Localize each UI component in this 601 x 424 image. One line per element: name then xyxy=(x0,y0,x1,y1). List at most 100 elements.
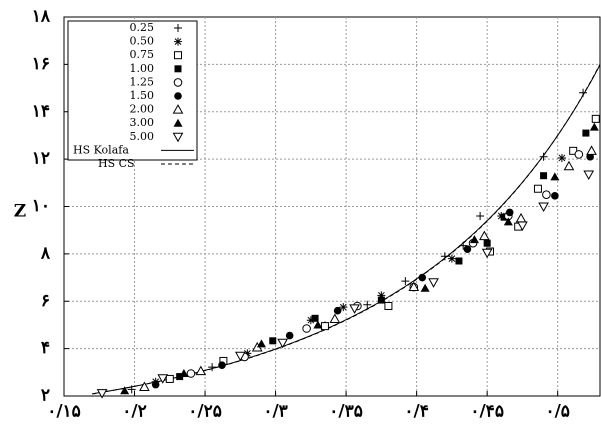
data-point xyxy=(139,381,150,391)
y-tick-label: ۱۴ xyxy=(32,101,50,121)
legend-marker xyxy=(173,78,183,87)
y-tick-label: ۱۲ xyxy=(32,149,50,169)
data-point xyxy=(208,363,217,372)
x-tick-label: ۰/۱۵ xyxy=(47,402,81,422)
data-point xyxy=(579,88,588,97)
legend-label: 0.50 xyxy=(130,35,155,48)
data-point xyxy=(583,170,595,181)
data-point xyxy=(586,152,594,161)
data-point xyxy=(127,385,136,394)
data-point xyxy=(428,278,439,288)
data-point xyxy=(550,172,560,181)
y-tick-label: ۱۸ xyxy=(32,7,51,27)
data-point xyxy=(469,235,479,244)
data-point xyxy=(455,257,463,265)
data-point xyxy=(418,273,427,282)
y-tick-label: ۶ xyxy=(41,291,50,311)
legend-label: 0.25 xyxy=(130,21,155,34)
legend-label: 0.75 xyxy=(130,48,155,61)
legend-label: 2.00 xyxy=(130,103,155,116)
data-point xyxy=(384,301,393,310)
data-point xyxy=(320,322,329,331)
y-tick-label: ۲ xyxy=(41,386,50,406)
x-tick-label: ۰/۳ xyxy=(263,402,287,422)
data-point xyxy=(256,339,266,348)
data-point xyxy=(447,254,456,263)
data-point xyxy=(591,114,600,123)
legend-label: HS CS xyxy=(98,157,135,170)
data-point xyxy=(151,380,160,389)
legend-label: 3.00 xyxy=(130,116,155,129)
data-point xyxy=(311,314,319,322)
data-point xyxy=(478,230,490,241)
data-point xyxy=(586,145,597,155)
x-tick-label: ۰/۲۵ xyxy=(188,402,222,422)
data-point xyxy=(533,184,542,193)
legend-marker xyxy=(174,51,182,60)
data-point xyxy=(269,337,277,345)
legend-marker xyxy=(173,118,183,127)
axes: ۰/۱۵ ۰/۲ ۰/۲۵ ۰/۳ ۰/۳۵ ۰/۴ ۰/۴۵ ۰/۵ ۲ ۴ ۶ ۸ ۱۰ ۱۲ ۱۴ ۱۶… xyxy=(32,7,570,422)
data-point xyxy=(563,160,575,171)
data-point xyxy=(551,192,559,200)
legend-marker xyxy=(172,132,184,143)
data-point xyxy=(542,190,551,199)
data-point xyxy=(463,245,472,253)
data-point xyxy=(157,374,169,384)
data-point xyxy=(120,386,130,395)
data-point xyxy=(377,291,386,300)
x-tick-label: ۰/۵ xyxy=(545,402,569,422)
data-point xyxy=(515,212,527,223)
data-point xyxy=(302,324,311,333)
data-point xyxy=(582,129,590,137)
x-tick-label: ۰/۴۵ xyxy=(470,402,504,422)
y-tick-label: ۸ xyxy=(40,243,51,263)
legend-label: 1.50 xyxy=(130,89,155,102)
data-point xyxy=(440,252,449,261)
legend-label: HS Kolafa xyxy=(73,143,129,156)
data-point xyxy=(557,153,566,162)
data-point xyxy=(517,221,528,231)
data-point xyxy=(401,277,410,286)
data-point xyxy=(459,241,468,250)
data-point xyxy=(234,351,246,362)
data-point xyxy=(333,306,342,315)
legend-marker xyxy=(174,92,182,100)
data-point xyxy=(540,172,548,180)
legend-label: 1.25 xyxy=(130,75,155,88)
data-point xyxy=(339,303,348,312)
y-axis-label: Z xyxy=(14,202,26,222)
data-point xyxy=(539,152,548,161)
y-tick-label: ۱۰ xyxy=(32,196,50,216)
data-point xyxy=(505,208,514,217)
data-point xyxy=(408,281,420,292)
data-point xyxy=(483,239,491,247)
legend-label: 5.00 xyxy=(130,130,155,143)
legend-marker xyxy=(172,104,184,114)
data-point xyxy=(306,316,315,325)
data-point xyxy=(179,368,189,377)
y-tick-label: ۴ xyxy=(41,338,50,358)
data-point xyxy=(589,122,599,131)
data-point xyxy=(349,304,360,314)
data-point xyxy=(218,361,226,370)
data-point xyxy=(476,211,485,220)
x-tick-label: ۰/۴ xyxy=(404,402,428,422)
data-point xyxy=(377,296,385,304)
data-point xyxy=(503,217,513,226)
data-point xyxy=(285,331,294,340)
x-tick-label: ۰/۳۵ xyxy=(329,402,363,422)
data-point xyxy=(420,283,430,292)
legend-label: 1.00 xyxy=(130,62,155,75)
y-tick-label: ۱۶ xyxy=(32,54,50,74)
data-point xyxy=(96,389,108,399)
legend-marker xyxy=(174,37,182,46)
data-point xyxy=(500,213,508,221)
data-point xyxy=(481,248,493,259)
x-tick-label: ۰/۲ xyxy=(122,402,146,422)
data-points xyxy=(96,88,600,399)
legend-marker xyxy=(174,24,182,32)
data-point xyxy=(243,349,252,358)
